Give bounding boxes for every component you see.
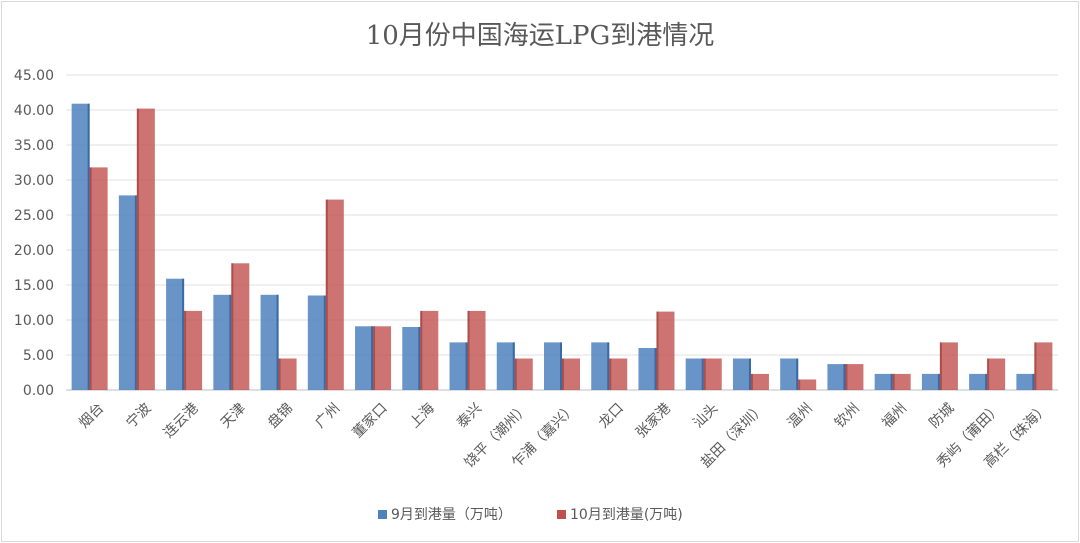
bar-series2	[1034, 342, 1053, 390]
bar-series1	[449, 342, 468, 390]
legend: 9月到港量（万吨） 10月到港量(万吨)	[378, 507, 683, 523]
category-label: 天津	[218, 400, 249, 431]
bar-series1	[213, 294, 232, 390]
bar-series2	[89, 167, 108, 390]
bar-series1	[71, 103, 90, 390]
bar-series2	[892, 373, 911, 390]
bar-series2	[562, 358, 580, 390]
bar-series1	[969, 373, 988, 390]
bar-series1	[827, 364, 846, 390]
bar-series2	[514, 358, 533, 390]
bar-series2	[467, 310, 486, 390]
category-label: 宁波	[123, 400, 155, 432]
y-tick-label: 30.00	[14, 173, 54, 189]
category-label: 汕头	[690, 400, 721, 431]
bar-series1	[402, 327, 421, 390]
y-tick-label: 20.00	[14, 243, 54, 259]
category-label: 钦州	[832, 400, 863, 431]
category-label: 张家港	[632, 400, 674, 442]
bar-series1	[638, 348, 657, 390]
y-tick-label: 40.00	[14, 103, 54, 119]
bar-series2	[703, 358, 722, 390]
y-tick-label: 25.00	[14, 208, 54, 224]
bar-series2	[231, 263, 250, 390]
y-tick-label: 10.00	[14, 313, 54, 329]
bar-series1	[921, 373, 940, 390]
bar-series2	[278, 358, 297, 390]
bar-series1	[544, 342, 562, 390]
bar-series2	[750, 373, 769, 390]
y-tick-label: 15.00	[14, 278, 54, 294]
bar-series1	[260, 294, 279, 390]
category-label: 泰兴	[454, 400, 485, 431]
legend-swatch	[378, 510, 387, 519]
category-label: 盘锦	[264, 400, 296, 432]
y-axis-ticks: 0.00 5.00 10.00 15.00 20.00 25.00 30.00 35.00 40…	[14, 68, 54, 399]
y-tick-label: 45.00	[14, 68, 54, 84]
legend-label: 9月到港量（万吨）	[391, 507, 512, 523]
bar-series1	[685, 358, 704, 390]
category-label: 龙口	[596, 400, 627, 431]
legend-swatch	[557, 510, 566, 519]
bar-series2	[609, 358, 628, 390]
bar-series2	[845, 364, 864, 390]
bar-series2	[987, 358, 1006, 390]
chart-title: 10月份中国海运LPG到港情况	[366, 21, 715, 51]
category-label: 广州	[312, 400, 343, 431]
category-label: 连云港	[161, 400, 202, 441]
bar-series1	[355, 326, 374, 390]
y-tick-label: 5.00	[23, 348, 54, 364]
bar-series2	[136, 108, 155, 390]
bar-series1	[118, 195, 137, 390]
bar-series2	[798, 379, 817, 390]
y-tick-label: 0.00	[23, 383, 54, 399]
category-label: 烟台	[76, 400, 107, 431]
category-label: 董家口	[349, 400, 391, 442]
bars	[71, 103, 1053, 390]
category-label: 温州	[785, 400, 816, 431]
bar-series1	[1016, 373, 1035, 390]
bar-series1	[874, 373, 893, 390]
bar-series2	[184, 310, 203, 390]
bar-series1	[166, 278, 185, 390]
bar-series2	[656, 311, 675, 390]
y-tick-label: 35.00	[14, 138, 54, 154]
bar-series2	[373, 326, 392, 390]
category-label: 防城	[926, 400, 957, 431]
bar-series2	[420, 310, 439, 390]
category-label: 福州	[879, 400, 910, 431]
bar-series1	[780, 358, 799, 390]
bar-series1	[307, 295, 326, 390]
bar-series1	[496, 342, 515, 390]
bar-series2	[939, 342, 958, 390]
legend-label: 10月到港量(万吨)	[570, 507, 683, 523]
bar-series1	[591, 342, 610, 390]
bar-series1	[732, 358, 751, 390]
category-label: 上海	[407, 400, 438, 431]
bar-series2	[325, 199, 344, 390]
